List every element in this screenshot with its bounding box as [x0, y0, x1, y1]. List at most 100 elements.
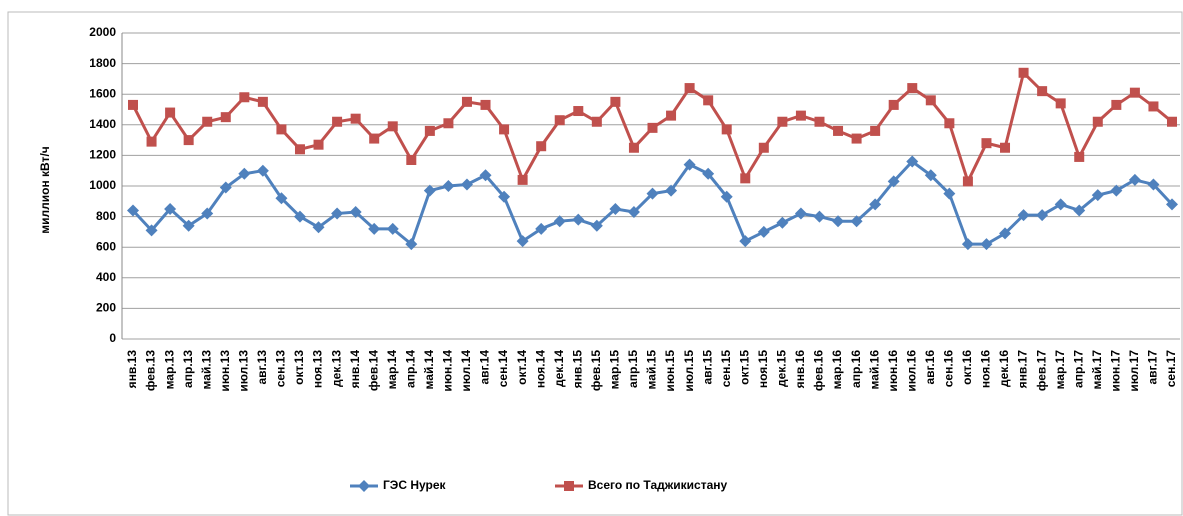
x-tick-label: май.17 [1090, 350, 1104, 390]
marker [294, 144, 305, 155]
marker [443, 118, 454, 129]
marker [850, 215, 863, 228]
marker [460, 178, 473, 191]
x-tick-label: сен.13 [274, 350, 288, 388]
marker [423, 184, 436, 197]
marker [609, 202, 622, 215]
marker [349, 206, 362, 219]
x-tick-label: дек.16 [997, 350, 1011, 387]
x-tick-label: апр.16 [849, 350, 863, 388]
x-tick-label: ноя.14 [533, 350, 547, 388]
marker [257, 96, 268, 107]
marker [907, 83, 918, 94]
marker [683, 158, 696, 171]
marker [684, 83, 695, 94]
marker [925, 95, 936, 106]
marker [962, 176, 973, 187]
marker [757, 225, 770, 238]
x-tick-label: ноя.16 [979, 350, 993, 388]
x-tick-label: май.16 [867, 350, 881, 390]
x-tick-label: фев.14 [366, 350, 380, 391]
x-tick-label: июн.15 [663, 350, 677, 392]
marker [777, 116, 788, 127]
marker [572, 213, 585, 226]
marker [220, 112, 231, 123]
marker [516, 235, 529, 248]
frame [7, 11, 1183, 516]
marker [851, 133, 862, 144]
marker [758, 142, 769, 153]
marker [1092, 116, 1103, 127]
marker [239, 92, 250, 103]
marker [794, 207, 807, 220]
x-tick-label: апр.17 [1071, 350, 1085, 388]
x-tick-label: авг.16 [923, 350, 937, 385]
marker [666, 110, 677, 121]
x-tick-label: дек.14 [552, 350, 566, 387]
marker [535, 222, 548, 235]
marker [981, 138, 992, 149]
marker [813, 210, 826, 223]
marker [1018, 67, 1029, 78]
marker [1148, 101, 1159, 112]
legend-marker [564, 481, 574, 491]
marker [387, 121, 398, 132]
marker [182, 219, 195, 232]
marker [888, 99, 899, 110]
y-tick-label: 1400 [89, 117, 116, 131]
x-tick-label: янв.16 [793, 350, 807, 389]
marker [536, 141, 547, 152]
y-tick-label: 2000 [89, 25, 116, 39]
y-tick-label: 1200 [89, 148, 116, 162]
marker [739, 235, 752, 248]
marker [183, 135, 194, 146]
x-tick-label: июл.15 [682, 350, 696, 392]
marker [331, 207, 344, 220]
marker [870, 125, 881, 136]
marker [498, 190, 511, 203]
marker [628, 142, 639, 153]
marker [1036, 209, 1049, 222]
marker [256, 164, 269, 177]
marker [1073, 204, 1086, 217]
x-tick-label: сен.16 [942, 350, 956, 388]
marker [887, 175, 900, 188]
marker [406, 154, 417, 165]
x-tick-label: апр.13 [181, 350, 195, 388]
x-tick-label: фев.13 [144, 350, 158, 391]
marker [944, 118, 955, 129]
x-tick-label: мар.17 [1053, 350, 1067, 390]
marker [1055, 98, 1066, 109]
marker [553, 215, 566, 228]
y-tick-label: 1800 [89, 56, 116, 70]
marker [1129, 87, 1140, 98]
marker [238, 167, 251, 180]
marker [517, 174, 528, 185]
x-tick-label: мар.15 [608, 350, 622, 390]
marker [924, 169, 937, 182]
marker [368, 222, 381, 235]
marker [442, 180, 455, 192]
marker [128, 99, 138, 110]
x-tick-label: июн.13 [218, 350, 232, 392]
y-tick-label: 800 [96, 209, 116, 223]
marker [386, 222, 399, 235]
x-tick-label: апр.14 [403, 350, 417, 388]
marker [164, 202, 177, 215]
marker [1167, 116, 1177, 127]
x-tick-label: сен.17 [1164, 350, 1178, 388]
x-tick-label: июл.17 [1127, 350, 1141, 392]
marker [127, 204, 139, 217]
legend-label: Всего по Таджикистану [588, 478, 727, 492]
marker [219, 181, 232, 194]
y-tick-label: 600 [96, 239, 116, 253]
marker [276, 124, 287, 135]
x-tick-label: мар.13 [162, 350, 176, 390]
marker [313, 139, 324, 150]
x-tick-label: июн.17 [1109, 350, 1123, 392]
y-axis-label: миллион кВт/ч [38, 146, 52, 234]
y-tick-label: 1600 [89, 86, 116, 100]
x-tick-label: ноя.15 [756, 350, 770, 388]
x-tick-label: июл.16 [904, 350, 918, 392]
marker [1017, 209, 1030, 222]
